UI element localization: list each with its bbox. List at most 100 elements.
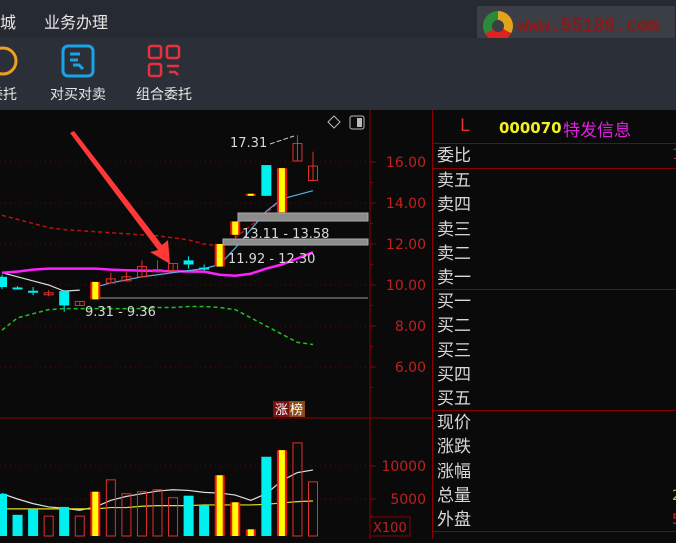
volume-unit-box [369,516,411,537]
stats-row-label: 总量 [437,485,471,506]
ratio-value: 1 [672,147,676,163]
volume-bar [168,497,179,537]
resistance-zone-2 [222,238,369,246]
volume-bar [121,493,132,537]
candle-body [105,278,116,284]
logo-text: www.55188.com [517,15,659,37]
panel-toggle-fill [357,118,362,127]
lower-band-line [1,305,314,346]
price-tick-label: 8.00 [395,319,426,335]
candle-body-core [92,281,99,300]
candle-body-core [247,193,254,196]
candle-body [43,292,54,296]
candle-body-core [278,168,285,213]
buy-row-label: 买二 [437,316,471,337]
menu-mall[interactable]: 城 [0,13,17,32]
ma-white-line [1,272,80,292]
zone2-label: 11.92 - 12.30 [228,252,315,267]
price-tick-label: 12.00 [386,237,426,253]
volume-bar [183,495,194,536]
volume-bar [308,481,318,537]
arrow-annotation-icon [70,131,170,264]
combo-order-icon [147,44,181,78]
chart-svg: 16.00 14.00 12.00 10.00 8.00 6.00 10000 5000 17… [0,110,432,539]
divider [433,289,676,290]
stock-code: 000070 [499,119,562,137]
candle-body [308,165,318,181]
volume-bar [28,508,39,536]
candle-body [12,287,23,290]
candle-body [292,143,303,162]
buy-row-label: 买三 [437,340,471,361]
divider [433,531,676,532]
candle-body [121,276,132,282]
high-arrow-icon [269,135,295,145]
volume-bar [0,493,7,536]
panel-toggle-icon[interactable] [349,115,365,130]
volume-bar [136,491,147,537]
badge-bang[interactable] [289,401,305,417]
zone3-label: 9.31 - 9.36 [85,305,156,320]
stats-row-label: 现价 [437,413,471,433]
volume-bar-core [92,491,99,536]
quote-panel: L 000070 特发信息 委比 卖五 卖四 卖三 卖二 卖一 买一 买二 买三 买四 买五 现… [432,110,676,539]
price-tick-label: 10.00 [386,278,426,294]
sell-row-label: 卖五 [437,171,471,191]
volume-bar [199,504,210,536]
menu-business[interactable]: 业务办理 [44,13,109,32]
kline-chart[interactable]: 16.00 14.00 12.00 10.00 8.00 6.00 10000 5000 17… [0,110,432,539]
candle-body [59,291,70,306]
stats-row-label: 涨跌 [437,437,471,458]
volume-bar [12,514,23,536]
volume-bar-core [278,450,285,536]
candle-body [74,300,85,306]
stock-name[interactable]: 特发信息 [563,121,631,141]
volume-ma-yellow [2,500,314,510]
cross-trade-label: 对买对卖 [50,87,106,103]
candle-body [28,290,39,293]
candle-body [136,266,147,278]
cross-trade-button[interactable]: 对买对卖 [46,44,110,104]
resistance-zone-1 [237,212,369,222]
volume-bar-core [232,502,239,536]
price-tick-label: 14.00 [386,196,426,212]
market-label: L [460,116,470,136]
volume-tick-label: 10000 [381,459,426,475]
candle-body [199,267,210,270]
candle-body [261,165,272,196]
volume-bar [59,506,70,536]
candle-body [168,262,179,272]
sell-row-label: 卖二 [437,243,471,264]
badge-zhang-text: 涨 [275,403,288,418]
price-tick-label: 6.00 [395,360,426,376]
order-button[interactable]: 委托 [0,44,28,104]
badge-zhang[interactable] [273,401,289,417]
logo-swirl-icon [483,11,513,41]
volume-bar [261,456,272,536]
volume-bar [74,515,85,537]
candle-body [0,276,7,288]
combo-order-button[interactable]: 组合委托 [132,44,196,104]
menu-bar: 城 业务办理 www.55188.com [0,0,676,46]
high-label: 17.31 [230,136,267,151]
divider [433,143,676,144]
buy-row-label: 买四 [437,364,471,385]
volume-bar [43,515,54,537]
volume-value: 2 [672,488,676,504]
buy-row-label: 买一 [437,292,471,312]
volume-bar [152,489,163,537]
volume-bar-core [247,529,254,536]
candle-body [183,260,194,265]
volume-ma-white [1,469,314,511]
divider [433,168,676,169]
candle-body-core [232,221,239,235]
badge-bang-text: 榜 [290,402,303,418]
combo-order-label: 组合委托 [136,87,192,103]
diamond-icon[interactable] [327,115,341,129]
volume-unit: X100 [373,521,407,536]
candle-body [152,269,163,273]
stats-row-label: 外盘 [437,510,471,531]
order-icon [0,44,20,78]
cross-trade-icon [61,44,95,78]
volume-bar [292,442,303,537]
